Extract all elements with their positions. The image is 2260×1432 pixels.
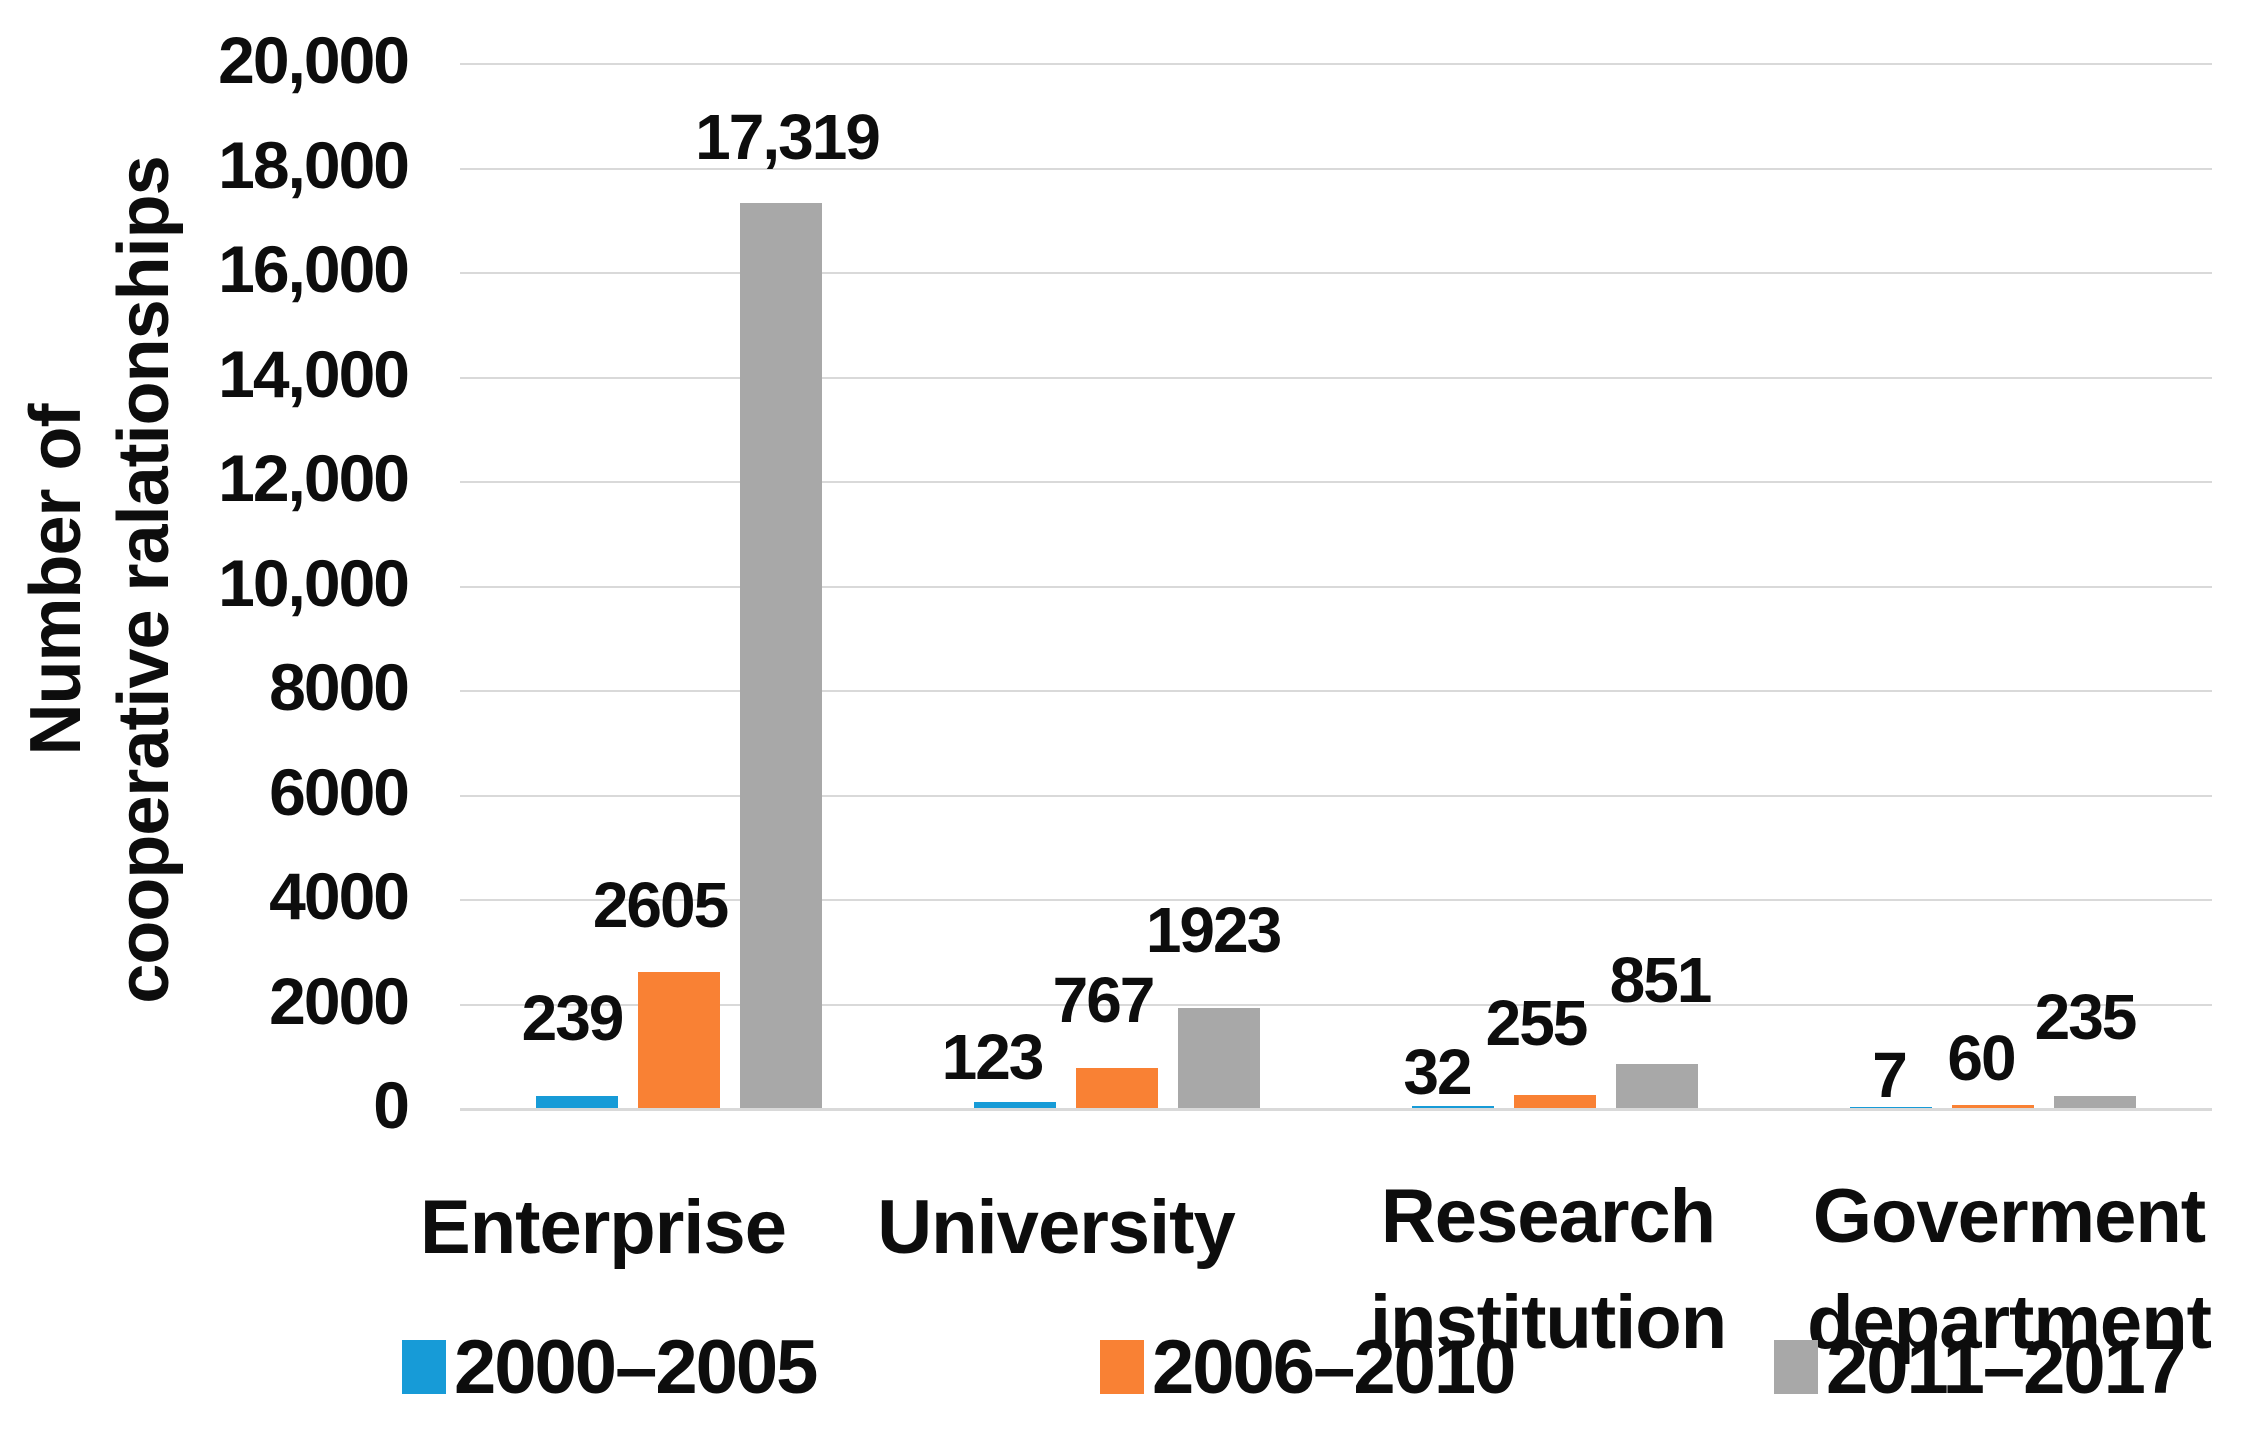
category-label-university: University — [877, 1175, 1235, 1281]
category-label-research-institution: Research institution — [1369, 1164, 1727, 1376]
category-label-line: institution — [1369, 1280, 1727, 1365]
legend-swatch — [1774, 1340, 1818, 1394]
y-tick-label: 4000 — [269, 858, 410, 933]
legend-label: 2000–2005 — [454, 1324, 818, 1410]
gridline — [460, 1003, 2212, 1006]
y-tick-label: 14,000 — [218, 336, 410, 411]
bar-goverment-2011-2017 — [2054, 1095, 2136, 1108]
legend-item-2011-2017: 2011–2017 — [1774, 1325, 2186, 1410]
legend-label: 2011–2017 — [1826, 1324, 2186, 1410]
y-tick-label: 12,000 — [218, 440, 410, 515]
bar-value-label: 32 — [1403, 1036, 1472, 1108]
bar-goverment-2006-2010 — [1952, 1104, 2034, 1108]
bar-value-label: 239 — [521, 982, 625, 1054]
category-label-goverment-department: Goverment department — [1807, 1164, 2212, 1376]
x-axis-line — [460, 1108, 2212, 1111]
gridline — [460, 376, 2212, 379]
bar-value-label: 1923 — [1145, 894, 1282, 966]
legend-item-2006-2010: 2006–2010 — [1100, 1325, 1516, 1410]
gridline — [460, 585, 2212, 588]
y-tick-label: 6000 — [269, 754, 410, 829]
y-tick-label: 2000 — [269, 963, 410, 1038]
y-tick-label: 20,000 — [218, 22, 410, 97]
legend-swatch — [402, 1340, 446, 1394]
bar-university-2011-2017 — [1178, 1007, 1260, 1108]
category-label-line: Enterprise — [420, 1185, 787, 1270]
gridline — [460, 63, 2212, 65]
legend-item-2000-2005: 2000–2005 — [402, 1325, 818, 1410]
bar-enterprise-2000-2005 — [536, 1095, 618, 1108]
bar-value-label: 17,319 — [695, 101, 881, 173]
bar-value-label: 767 — [1052, 964, 1156, 1036]
bar-value-label: 2605 — [592, 869, 729, 941]
bar-goverment-2000-2005 — [1850, 1107, 1932, 1108]
category-label-line: Research — [1380, 1174, 1716, 1259]
bar-enterprise-2006-2010 — [638, 971, 720, 1108]
bar-university-2006-2010 — [1076, 1067, 1158, 1108]
bar-enterprise-2011-2017 — [740, 203, 822, 1108]
y-tick-label: 10,000 — [218, 545, 410, 620]
gridline — [460, 794, 2212, 797]
bar-research-2006-2010 — [1514, 1094, 1596, 1108]
bar-value-label: 851 — [1609, 944, 1713, 1016]
bar-value-label: 235 — [2034, 981, 2138, 1053]
category-label-line: department — [1807, 1280, 2212, 1365]
legend-swatch — [1100, 1340, 1144, 1394]
y-tick-label: 16,000 — [218, 231, 410, 306]
gridline — [460, 272, 2212, 274]
gridline — [460, 481, 2212, 483]
y-tick-label: 0 — [373, 1067, 410, 1142]
y-tick-label: 18,000 — [218, 127, 410, 202]
gridline — [460, 899, 2212, 901]
bar-value-label: 60 — [1947, 1022, 2016, 1094]
category-label-line: University — [877, 1185, 1235, 1270]
bar-value-label: 255 — [1485, 987, 1589, 1059]
category-label-enterprise: Enterprise — [420, 1175, 787, 1281]
legend-label: 2006–2010 — [1152, 1324, 1516, 1410]
bar-university-2000-2005 — [974, 1101, 1056, 1108]
bar-value-label: 123 — [941, 1021, 1045, 1093]
bar-value-label: 7 — [1872, 1039, 1908, 1111]
bar-research-2000-2005 — [1412, 1106, 1494, 1108]
y-tick-label: 8000 — [269, 649, 410, 724]
category-label-line: Goverment — [1812, 1174, 2206, 1259]
gridline — [460, 690, 2212, 692]
gridline — [460, 167, 2212, 170]
bar-research-2011-2017 — [1616, 1063, 1698, 1108]
